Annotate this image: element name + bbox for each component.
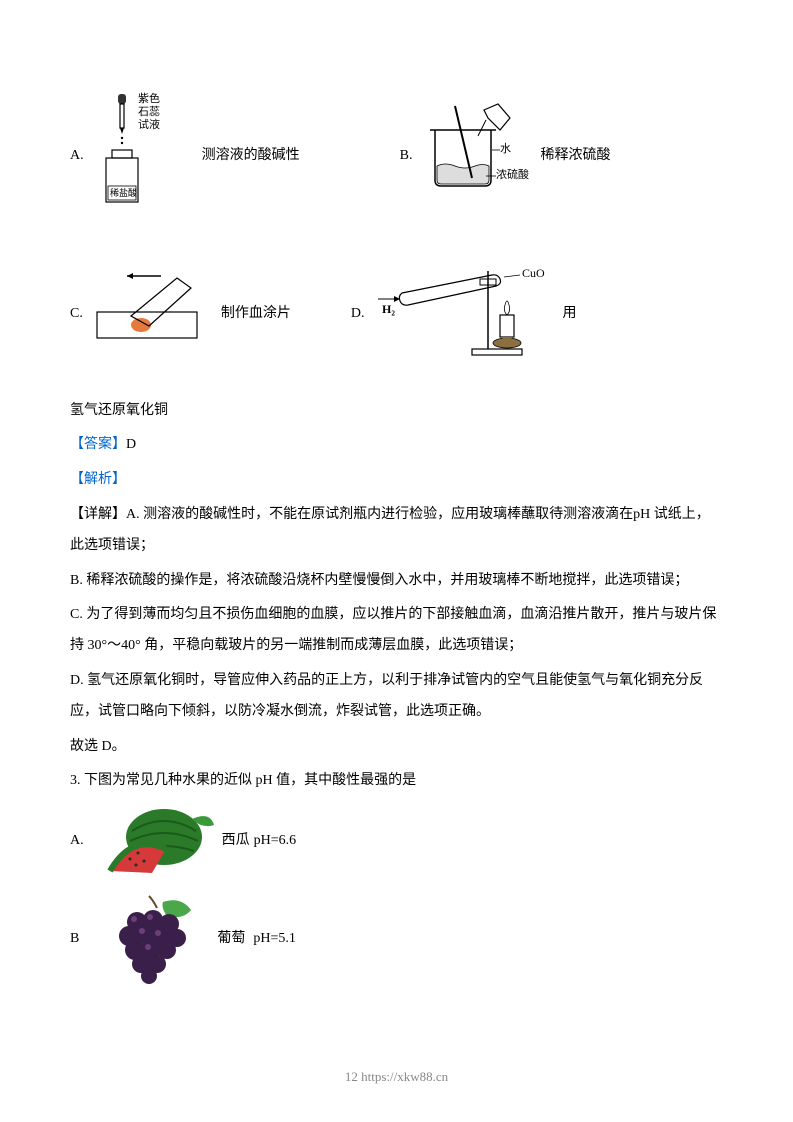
fruit-a-row: A. 西瓜 pH=6.6 (70, 801, 723, 881)
svg-text:试液: 试液 (138, 117, 160, 131)
answer-value: D (126, 437, 136, 452)
option-d-label: D. (351, 299, 365, 330)
question-3: 3. 下图为常见几种水果的近似 pH 值，其中酸性最强的是 (70, 766, 723, 797)
svg-text:稀盐酸: 稀盐酸 (110, 187, 137, 198)
para-a: A. 测溶液的酸碱性时，不能在原试剂瓶内进行检验，应用玻璃棒蘸取待测溶液滴在pH… (70, 507, 710, 553)
option-b-diagram: 水 浓硫酸 (420, 100, 530, 213)
para-d: D. 氢气还原氧化铜时，导管应伸入药品的正上方，以利于排净试管内的空气且能使氢气… (70, 666, 723, 728)
answer-label: 【答案】 (70, 437, 126, 452)
detail-label: 【详解】 (70, 507, 126, 522)
options-row-cd: C. 制作血涂片 D. H₂ CuO (70, 253, 723, 376)
q3-number: 3. (70, 773, 81, 788)
options-row-ab: A. 紫色 石蕊 试液 稀盐酸 测溶液的酸碱性 B. (70, 90, 723, 223)
para-conclusion: 故选 D。 (70, 732, 723, 763)
option-d-text: 用 (562, 299, 576, 330)
fruit-a-label: A. (70, 826, 84, 857)
fruit-b-row: B 葡萄 pH=5.1 (70, 899, 723, 979)
fruit-a-image (92, 801, 222, 881)
continuation-text: 氢气还原氧化铜 (70, 396, 723, 427)
fruit-b-ph: pH=5.1 (253, 924, 296, 955)
footer-page: 12 (345, 1069, 358, 1084)
answer-line: 【答案】D (70, 430, 723, 461)
svg-text:CuO: CuO (522, 266, 545, 280)
para-b: B. 稀释浓硫酸的操作是，将浓硫酸沿烧杯内壁慢慢倒入水中，并用玻璃棒不断地搅拌，… (70, 566, 723, 597)
svg-text:水: 水 (500, 142, 511, 155)
svg-text:紫色: 紫色 (138, 91, 160, 105)
q3-text: 下图为常见几种水果的近似 pH 值，其中酸性最强的是 (84, 773, 416, 788)
footer-url: https://xkw88.cn (361, 1069, 448, 1084)
option-a-label: A. (70, 141, 84, 172)
fruit-b-image (87, 899, 217, 979)
svg-text:石蕊: 石蕊 (138, 105, 160, 118)
fruit-a-name: 西瓜 (222, 826, 250, 857)
option-a-diagram: 紫色 石蕊 试液 稀盐酸 (92, 90, 192, 223)
svg-text:浓硫酸: 浓硫酸 (496, 167, 529, 181)
option-c-label: C. (70, 299, 83, 330)
para-c: C. 为了得到薄而均匀且不损伤血细胞的血膜，应以推片的下部接触血滴，血滴沿推片散… (70, 600, 723, 662)
fruit-b-name: 葡萄 (217, 924, 245, 955)
option-d-diagram: H₂ CuO (372, 253, 552, 376)
option-a-text: 测溶液的酸碱性 (202, 141, 300, 172)
page-footer: 12 https://xkw88.cn (0, 1063, 793, 1092)
option-c-diagram (91, 268, 211, 361)
analysis-label: 【解析】 (70, 472, 126, 487)
fruit-a-ph: pH=6.6 (254, 826, 297, 857)
fruit-b-label: B (70, 924, 79, 955)
option-b-label: B. (400, 141, 413, 172)
svg-text:H₂: H₂ (382, 302, 395, 316)
detail-a: 【详解】A. 测溶液的酸碱性时，不能在原试剂瓶内进行检验，应用玻璃棒蘸取待测溶液… (70, 500, 723, 562)
option-b-text: 稀释浓硫酸 (540, 141, 610, 172)
option-c-text: 制作血涂片 (221, 299, 291, 330)
analysis-line: 【解析】 (70, 465, 723, 496)
